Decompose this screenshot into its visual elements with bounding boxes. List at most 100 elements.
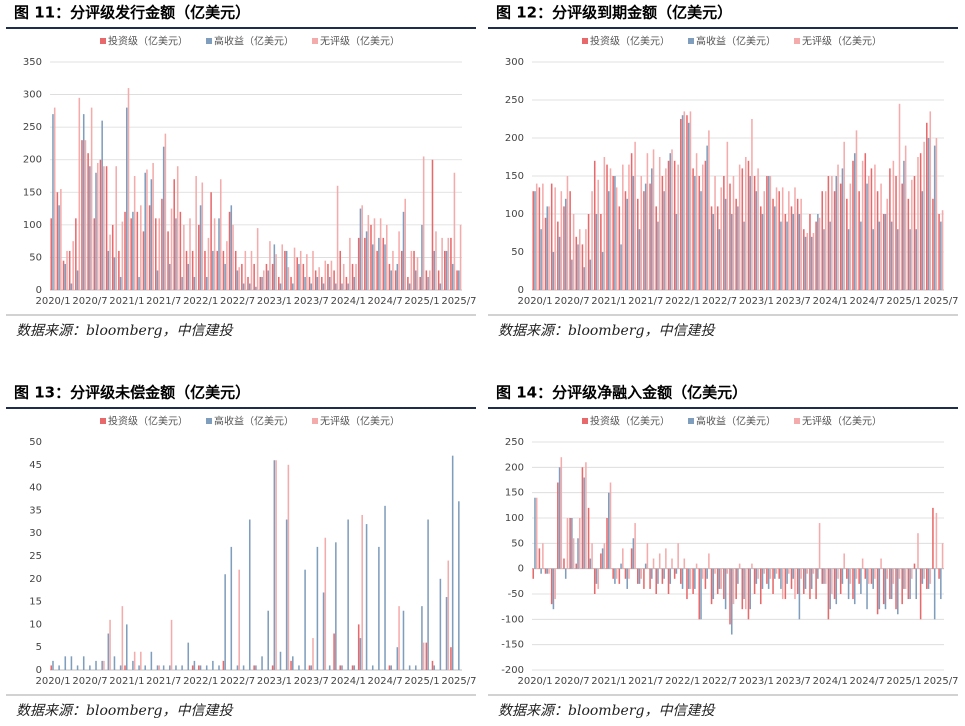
y-tick-label: 100 — [23, 220, 42, 231]
bar — [628, 568, 630, 579]
bar — [603, 543, 606, 569]
bar — [316, 546, 319, 670]
bar — [308, 276, 311, 290]
bar — [238, 267, 240, 290]
bar — [935, 138, 938, 290]
bar — [720, 568, 722, 589]
bar — [138, 665, 140, 670]
bar — [419, 276, 421, 290]
bar — [591, 191, 593, 290]
bar — [732, 176, 735, 290]
bar — [766, 568, 768, 584]
y-tick-label: 250 — [505, 95, 524, 106]
bar — [675, 568, 678, 574]
bar — [170, 619, 173, 670]
bar — [322, 283, 325, 290]
bar — [388, 263, 391, 290]
bar — [827, 176, 830, 290]
bar — [585, 462, 587, 569]
y-tick-label: 350 — [23, 57, 42, 68]
bar — [861, 558, 864, 569]
bar — [287, 464, 290, 670]
bar — [804, 236, 807, 290]
bar — [884, 568, 887, 610]
bar — [817, 214, 819, 290]
bar — [708, 553, 710, 569]
bar — [694, 176, 696, 290]
bar — [130, 218, 132, 290]
bar — [938, 214, 940, 290]
bar — [738, 563, 741, 569]
bar — [445, 250, 448, 290]
bar — [546, 568, 549, 574]
bar — [726, 141, 729, 290]
bar — [683, 558, 686, 569]
bar — [745, 568, 747, 610]
bar — [889, 168, 891, 290]
legend-label: 无评级（亿美元） — [802, 35, 882, 48]
y-tick-label: 200 — [505, 462, 524, 473]
bar — [810, 568, 813, 589]
bar — [798, 568, 801, 620]
bar — [753, 176, 756, 290]
bar — [892, 160, 895, 290]
bar — [864, 568, 867, 579]
bar — [121, 606, 124, 670]
x-tick-label: 2025/7 — [441, 296, 476, 307]
legend-label: 高收益（亿美元） — [696, 415, 776, 428]
bar — [398, 231, 400, 290]
bar — [345, 276, 348, 290]
bar — [723, 176, 725, 290]
bar — [638, 229, 641, 290]
bar — [90, 107, 93, 290]
bar — [152, 162, 154, 290]
bar — [566, 518, 569, 569]
bar — [450, 237, 452, 290]
bar — [790, 568, 793, 589]
bar — [615, 187, 618, 290]
bar — [780, 221, 782, 290]
bar — [593, 160, 596, 290]
bar — [226, 241, 228, 290]
bar — [535, 497, 538, 569]
bar — [665, 168, 667, 290]
bar — [195, 176, 197, 290]
bar — [809, 568, 811, 600]
bar — [796, 198, 799, 290]
bar — [546, 206, 549, 290]
bar — [815, 568, 817, 600]
bar — [133, 176, 136, 290]
bar — [606, 518, 608, 569]
bar — [595, 568, 598, 584]
bar — [198, 224, 200, 290]
bar — [652, 149, 655, 290]
chart-title: 图 14：分评级净融入金额（亿美元） — [496, 384, 747, 402]
bar — [99, 159, 102, 290]
bar — [618, 206, 621, 290]
bar — [154, 218, 157, 290]
bar — [622, 548, 624, 569]
bar — [681, 115, 684, 290]
bar — [886, 568, 888, 579]
bar — [89, 166, 91, 290]
bar — [162, 665, 165, 670]
x-tick-label: 2022/7 — [702, 676, 737, 687]
x-tick-label: 2021/1 — [591, 296, 626, 307]
bar — [299, 250, 302, 290]
bar — [846, 568, 848, 579]
bar — [890, 568, 893, 600]
bar — [431, 660, 434, 670]
bar — [370, 224, 372, 290]
bar — [932, 507, 934, 569]
bar — [410, 250, 413, 290]
bar — [453, 172, 456, 290]
bar — [600, 553, 602, 569]
bar — [673, 568, 676, 579]
bar — [540, 568, 542, 574]
bar — [181, 276, 183, 290]
bar — [833, 191, 836, 290]
bar — [425, 270, 428, 290]
bar — [911, 568, 913, 579]
bar — [277, 276, 280, 290]
bar — [142, 231, 145, 290]
